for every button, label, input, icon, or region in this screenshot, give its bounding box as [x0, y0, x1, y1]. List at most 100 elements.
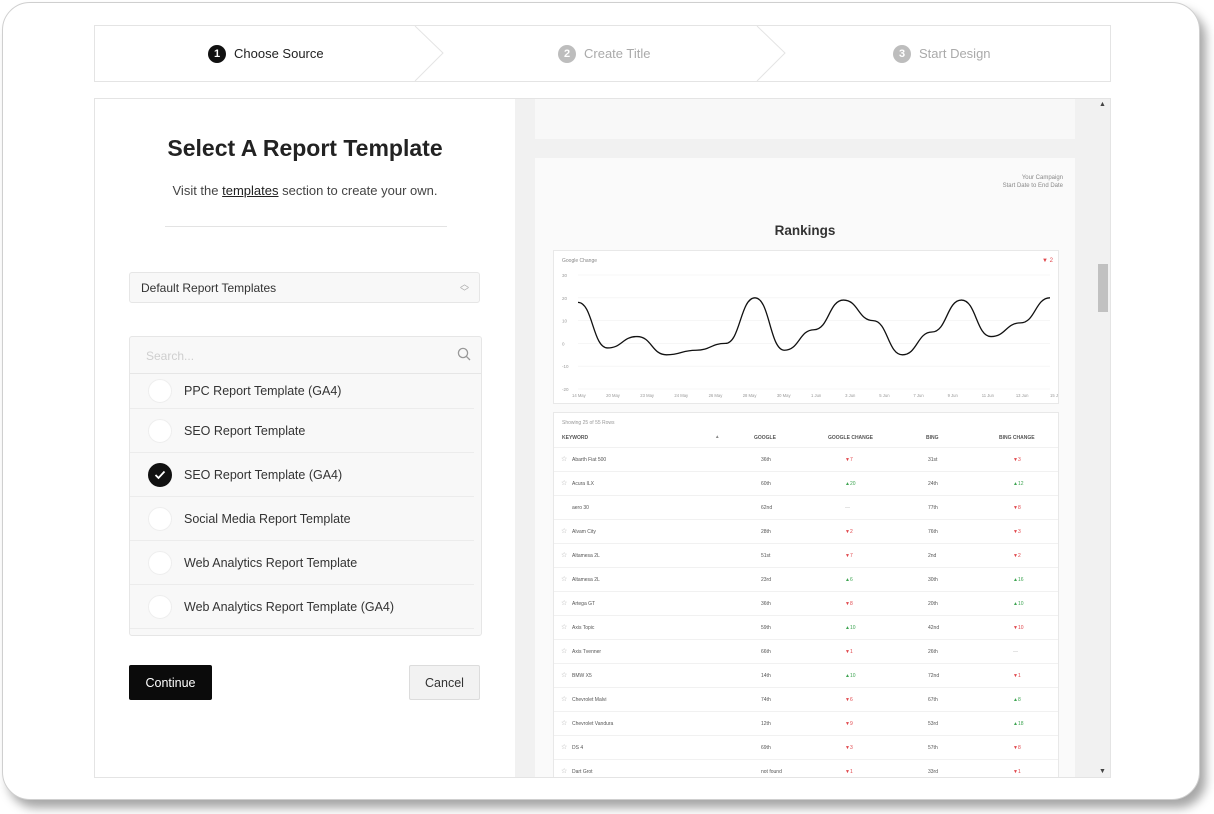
x-tick-label: 20 May — [606, 393, 621, 398]
list-item-seo-ga4[interactable]: SEO Report Template (GA4) — [130, 453, 474, 497]
google-rank-cell: 36th — [761, 601, 771, 607]
continue-button[interactable]: Continue — [129, 665, 212, 700]
radio-icon[interactable] — [148, 418, 172, 443]
table-row[interactable]: ☆ BMW X5 14th ▲10 72nd ▼1 — [554, 663, 1058, 688]
list-item-web-analytics-ga4[interactable]: Web Analytics Report Template (GA4) — [130, 585, 474, 629]
star-icon[interactable]: ☆ — [561, 720, 568, 727]
x-tick-label: 1 Jun — [811, 393, 822, 398]
y-tick-label: 10 — [562, 319, 568, 324]
x-tick-label: 28 May — [743, 393, 758, 398]
star-icon[interactable]: ☆ — [561, 456, 568, 463]
page-subtitle: Visit the templates section to create yo… — [95, 183, 515, 198]
list-item-social-media[interactable]: Social Media Report Template — [130, 497, 474, 541]
table-row[interactable]: ☆ Dart Grot not found ▼1 33rd ▼1 — [554, 759, 1058, 777]
radio-icon[interactable] — [148, 550, 172, 575]
google-rank-cell: 69th — [761, 745, 771, 751]
star-icon[interactable]: ☆ — [561, 600, 568, 607]
table-row[interactable]: ☆ Abarth Fiat 500 36th ▼7 31st ▼3 — [554, 447, 1058, 472]
keyword-cell: DS 4 — [572, 745, 584, 751]
progress-stepper: 1 Choose Source 2 Create Title 3 Start D… — [94, 25, 1111, 82]
col-google-change: GOOGLE CHANGE — [828, 435, 874, 441]
star-icon[interactable]: ☆ — [561, 672, 568, 679]
x-tick-label: 15 Jun — [1050, 393, 1058, 398]
y-tick-label: -10 — [562, 364, 569, 369]
table-row[interactable]: ☆ Chevrolet Malvi 74th ▼6 67th ▲8 — [554, 687, 1058, 712]
radio-icon[interactable] — [148, 594, 172, 619]
line-chart: Google Change ▼ 2 30 20 10 0 -10 -20 14 May 20… — [562, 258, 1063, 398]
step-choose-source[interactable]: 1 Choose Source — [208, 26, 324, 81]
x-tick-label: 24 May — [674, 393, 689, 398]
google-change-cell: ▼2 — [845, 529, 853, 535]
bing-change-cell: ▼1 — [1013, 769, 1021, 775]
star-icon[interactable]: ☆ — [561, 624, 568, 631]
google-change-cell: ▼9 — [845, 721, 853, 727]
scrollbar-thumb[interactable] — [1098, 264, 1108, 312]
template-label: SEO Report Template — [184, 423, 306, 438]
radio-icon[interactable] — [148, 378, 172, 403]
table-row[interactable]: ☆ Artega GT 36th ▼8 20th ▲10 — [554, 591, 1058, 616]
x-tick-label: 23 May — [640, 393, 655, 398]
star-icon[interactable]: ☆ — [561, 552, 568, 559]
col-bing: BING — [926, 435, 939, 441]
sort-icon[interactable]: ▴ — [716, 434, 719, 440]
table-row[interactable]: ☆ Altamesa 2L 51st ▼7 2nd ▼2 — [554, 543, 1058, 568]
campaign-name: Your Campaign — [1021, 175, 1063, 181]
google-change-cell: ▼7 — [845, 553, 853, 559]
templates-link[interactable]: templates — [222, 183, 279, 198]
scroll-up-icon[interactable]: ▲ — [1099, 101, 1106, 108]
list-item-web-analytics[interactable]: Web Analytics Report Template — [130, 541, 474, 585]
x-tick-label: 5 Jun — [879, 393, 890, 398]
star-icon[interactable]: ☆ — [561, 480, 568, 487]
table-row[interactable]: ☆ Alvam City 28th ▼2 76th ▼3 — [554, 519, 1058, 544]
keyword-cell: Axis Topic — [572, 625, 595, 631]
bing-change-cell: ▲16 — [1013, 577, 1024, 583]
y-tick-label: 0 — [562, 341, 565, 346]
step-label: Create Title — [584, 46, 651, 61]
step-create-title[interactable]: 2 Create Title — [558, 26, 650, 81]
table-row[interactable]: ☆ DS 4 69th ▼3 57th ▼8 — [554, 735, 1058, 760]
google-rank-cell: 59th — [761, 625, 771, 631]
search-icon[interactable] — [457, 347, 471, 361]
preview-scrollbar[interactable]: ▲ ▼ — [1096, 99, 1110, 777]
search-input[interactable] — [130, 337, 458, 375]
star-icon[interactable]: ☆ — [561, 576, 568, 583]
scroll-down-icon[interactable]: ▼ — [1099, 768, 1106, 775]
star-icon[interactable]: ☆ — [561, 528, 568, 535]
radio-icon[interactable] — [148, 506, 172, 531]
table-row[interactable]: ☆ Axis Tvenner 66th ▼1 26th — — [554, 639, 1058, 664]
google-change-cell: ▼7 — [845, 457, 853, 463]
bing-rank-cell: 77th — [928, 505, 938, 511]
star-icon[interactable]: ☆ — [561, 648, 568, 655]
google-rank-cell: 28th — [761, 529, 771, 535]
template-category-select[interactable]: Default Report Templates ︿ ﹀ — [129, 272, 480, 303]
step-separator-icon — [414, 26, 444, 81]
search-bar — [130, 337, 481, 375]
table-row[interactable]: ☆ Acura ILX 60th ▲20 24th ▲12 — [554, 471, 1058, 496]
template-label: Web Analytics Report Template — [184, 555, 358, 570]
cancel-button[interactable]: Cancel — [409, 665, 480, 700]
table-row[interactable]: ☆ Chevrolet Vandura 12th ▼9 53rd ▲18 — [554, 711, 1058, 736]
checkmark-icon[interactable] — [148, 462, 172, 487]
y-tick-label: -20 — [562, 387, 569, 392]
bing-rank-cell: 57th — [928, 745, 938, 751]
star-icon[interactable]: ☆ — [561, 768, 568, 775]
table-row[interactable]: ☆ Altamesa 2L 23rd ▲6 30th ▲16 — [554, 567, 1058, 592]
step-start-design[interactable]: 3 Start Design — [893, 26, 991, 81]
table-row[interactable]: ☆ Axis Topic 59th ▲10 42nd ▼10 — [554, 615, 1058, 640]
keyword-cell: BMW X5 — [572, 673, 592, 679]
list-item-ppc-ga4[interactable]: PPC Report Template (GA4) — [130, 373, 474, 409]
google-rank-cell: not found — [761, 769, 782, 775]
bing-change-cell: ▼3 — [1013, 457, 1021, 463]
preview-page-previous — [535, 99, 1075, 139]
table-row[interactable]: aero 30 62nd — 77th ▼8 — [554, 495, 1058, 520]
step-number: 1 — [208, 44, 226, 63]
col-keyword: KEYWORD — [562, 435, 589, 441]
table-header: KEYWORD ▴ GOOGLE GOOGLE CHANGE BING BING… — [554, 434, 1058, 447]
rankings-table: Showing 25 of 55 Rows KEYWORD ▴ GOOGLE G… — [553, 412, 1059, 777]
google-change-cell: ▲6 — [845, 577, 853, 583]
list-item-seo[interactable]: SEO Report Template — [130, 409, 474, 453]
google-change-cell: ▼1 — [845, 769, 853, 775]
star-icon[interactable]: ☆ — [561, 744, 568, 751]
bing-rank-cell: 53rd — [928, 721, 939, 727]
star-icon[interactable]: ☆ — [561, 696, 568, 703]
